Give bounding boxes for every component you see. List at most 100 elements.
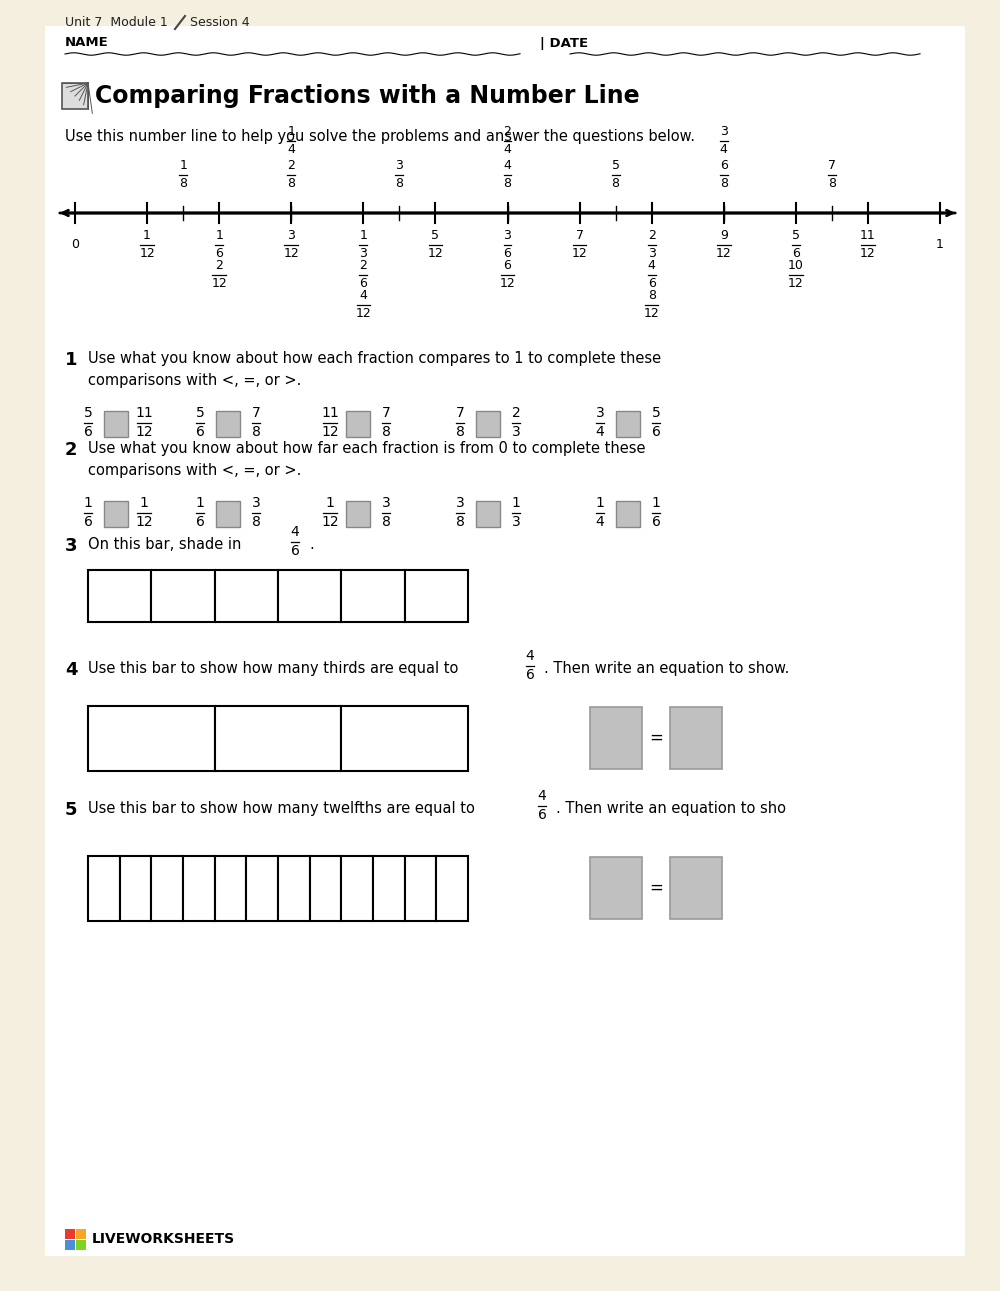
Text: 2: 2 [512, 407, 520, 420]
Bar [65, 1229, 75, 1239]
Bar [183, 856, 215, 920]
Text: 8: 8 [612, 177, 620, 190]
Text: 3: 3 [382, 496, 390, 510]
Text: 3: 3 [65, 537, 78, 555]
Text: 12: 12 [644, 307, 660, 320]
Text: 6: 6 [291, 545, 299, 558]
Text: 12: 12 [283, 247, 299, 259]
Text: 7: 7 [828, 160, 836, 173]
Text: 3: 3 [395, 160, 403, 173]
Bar [216, 411, 240, 436]
Text: 5: 5 [792, 230, 800, 243]
Text: 8: 8 [648, 289, 656, 302]
Text: 4: 4 [648, 259, 656, 272]
Bar [65, 1239, 75, 1250]
Text: 12: 12 [716, 247, 732, 259]
Bar [278, 571, 341, 622]
Text: .: . [309, 537, 314, 553]
Text: 8: 8 [382, 515, 390, 529]
Text: 4: 4 [596, 515, 604, 529]
Text: 4: 4 [538, 789, 546, 803]
Bar [215, 706, 341, 771]
Text: 3: 3 [512, 515, 520, 529]
Text: 6: 6 [215, 247, 223, 259]
Bar [104, 411, 128, 436]
Text: 7: 7 [382, 407, 390, 420]
Text: 12: 12 [428, 247, 443, 259]
Text: 1: 1 [936, 239, 944, 252]
Bar [346, 501, 370, 527]
Text: 12: 12 [860, 247, 876, 259]
Text: 4: 4 [65, 661, 78, 679]
Bar [341, 706, 468, 771]
Text: 3: 3 [596, 407, 604, 420]
Text: 12: 12 [321, 515, 339, 529]
Text: 5: 5 [431, 230, 439, 243]
Text: 6: 6 [526, 669, 534, 682]
Text: NAME: NAME [65, 36, 109, 49]
Text: 8: 8 [456, 515, 464, 529]
Text: 1: 1 [196, 496, 204, 510]
Text: 4: 4 [720, 143, 728, 156]
Bar [104, 501, 128, 527]
Text: 1: 1 [84, 496, 92, 510]
Text: 3: 3 [720, 125, 728, 138]
Bar [616, 501, 640, 527]
Text: LIVEWORKSHEETS: LIVEWORKSHEETS [92, 1232, 235, 1246]
Text: 6: 6 [720, 160, 728, 173]
Text: 7: 7 [456, 407, 464, 420]
Text: 1: 1 [359, 230, 367, 243]
Text: | DATE: | DATE [540, 36, 588, 49]
Text: 12: 12 [321, 425, 339, 439]
Text: Use what you know about how each fraction compares to 1 to complete these: Use what you know about how each fractio… [88, 351, 661, 367]
Text: comparisons with <, =, or >.: comparisons with <, =, or >. [88, 373, 301, 389]
Text: 5: 5 [84, 407, 92, 420]
Bar [216, 501, 240, 527]
Text: 3: 3 [504, 230, 511, 243]
Text: 1: 1 [140, 496, 148, 510]
Bar [151, 571, 215, 622]
Text: 11: 11 [135, 407, 153, 420]
Text: 8: 8 [252, 425, 260, 439]
Text: 2: 2 [504, 125, 511, 138]
Text: 2: 2 [359, 259, 367, 272]
Text: =: = [649, 729, 663, 747]
Text: 8: 8 [252, 515, 260, 529]
Text: 4: 4 [526, 649, 534, 664]
Text: 4: 4 [291, 525, 299, 540]
Text: . Then write an equation to sho: . Then write an equation to sho [556, 800, 786, 816]
Text: Unit 7  Module 1: Unit 7 Module 1 [65, 17, 168, 30]
Text: 4: 4 [359, 289, 367, 302]
Text: 2: 2 [648, 230, 656, 243]
Bar [76, 1229, 86, 1239]
Text: 2: 2 [65, 442, 78, 460]
Text: 5: 5 [652, 407, 660, 420]
Bar [436, 856, 468, 920]
Bar [590, 707, 642, 769]
Text: 2: 2 [287, 160, 295, 173]
Text: 12: 12 [788, 278, 804, 290]
Text: 12: 12 [355, 307, 371, 320]
Text: Comparing Fractions with a Number Line: Comparing Fractions with a Number Line [95, 84, 640, 108]
Text: Use this number line to help you solve the problems and answer the questions bel: Use this number line to help you solve t… [65, 129, 695, 145]
Bar [346, 411, 370, 436]
Bar [373, 856, 405, 920]
Bar [246, 856, 278, 920]
Text: 1: 1 [512, 496, 520, 510]
Text: Use this bar to show how many twelfths are equal to: Use this bar to show how many twelfths a… [88, 800, 475, 816]
Text: 8: 8 [828, 177, 836, 190]
Text: . Then write an equation to show.: . Then write an equation to show. [544, 661, 789, 676]
Text: 9: 9 [720, 230, 728, 243]
Text: 6: 6 [196, 515, 204, 529]
Bar [120, 856, 151, 920]
Text: 4: 4 [504, 160, 511, 173]
Text: 6: 6 [538, 808, 546, 822]
Text: 8: 8 [382, 425, 390, 439]
Bar [278, 856, 310, 920]
Text: 12: 12 [135, 425, 153, 439]
Text: 6: 6 [504, 259, 511, 272]
Text: 6: 6 [648, 278, 656, 290]
Bar [310, 856, 341, 920]
Text: 6: 6 [84, 425, 92, 439]
Text: 11: 11 [860, 230, 876, 243]
